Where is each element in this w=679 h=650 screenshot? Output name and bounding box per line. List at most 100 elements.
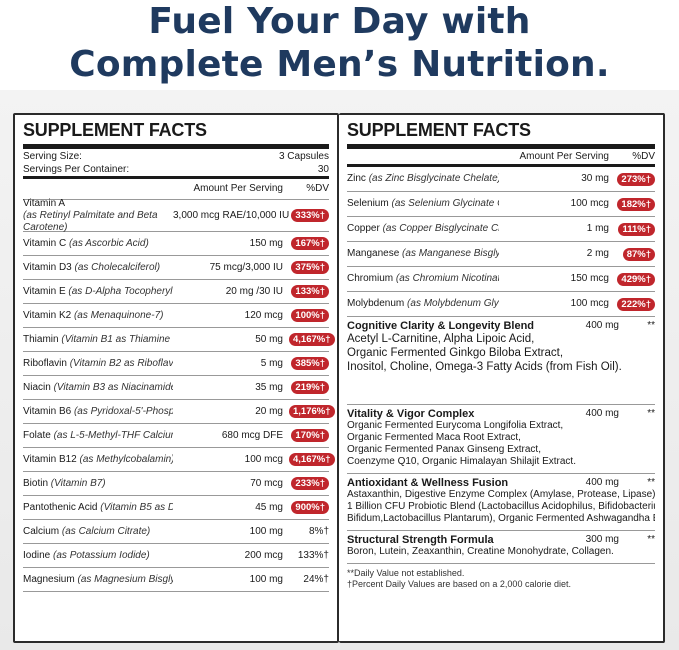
nutrient-name-cell: Iodine (as Potassium Iodide) bbox=[23, 550, 173, 562]
nutrient-dv-cell: 1,176%† bbox=[289, 405, 335, 418]
nutrient-amount: 20 mg /30 IU bbox=[225, 285, 283, 297]
nutrient-row: Vitamin C (as Ascorbic Acid) 150 mg 167%† bbox=[23, 232, 329, 256]
dv-badge: 385%† bbox=[291, 357, 329, 370]
nutrient-row: Vitamin E (as D-Alpha Tocopheryl Acetate… bbox=[23, 280, 329, 304]
nutrient-source: (Vitamin B3 as Niacinamide) bbox=[53, 381, 173, 393]
nutrient-source: (Vitamin B5 as D-Calcium Pantothenate) bbox=[100, 501, 173, 513]
nutrient-name: Vitamin B12 bbox=[23, 453, 77, 465]
nutrient-amount: 100 mcg bbox=[570, 198, 609, 209]
dv-badge: 1,176%† bbox=[289, 405, 335, 418]
nutrient-amount: 100 mcg bbox=[244, 453, 283, 465]
nutrient-source: (as Cholecalciferol) bbox=[74, 261, 161, 273]
blend-name: Antioxidant & Wellness Fusion bbox=[347, 477, 509, 489]
nutrient-dv-cell: 133%† bbox=[289, 550, 329, 562]
blend-dv: ** bbox=[647, 408, 655, 419]
nutrient-row: Copper (as Copper Bisglycinate Chelate) 1… bbox=[347, 217, 655, 242]
nutrient-row: Magnesium (as Magnesium Bisglycinate Che… bbox=[23, 568, 329, 592]
nutrient-name-cell: Calcium (as Calcium Citrate) bbox=[23, 526, 173, 538]
amount-header: Amount Per Serving bbox=[519, 150, 610, 162]
nutrient-name-cell: Zinc (as Zinc Bisglycinate Chelate) bbox=[347, 173, 499, 185]
nutrient-dv-cell: 333%† bbox=[289, 209, 329, 222]
nutrient-row: Selenium (as Selenium Glycinate Complex)… bbox=[347, 192, 655, 217]
blend-amount: 400 mg bbox=[585, 477, 619, 488]
servings-label: Servings Per Container: bbox=[23, 163, 130, 175]
blend-ingredients-line: Acetyl L-Carnitine, Alpha Lipoic Acid, bbox=[347, 333, 535, 345]
nutrient-name: Folate bbox=[23, 429, 51, 441]
nutrient-dv-cell: 385%† bbox=[289, 357, 329, 370]
blend-amount: 400 mg bbox=[585, 320, 619, 331]
dv-badge: 111%† bbox=[618, 222, 655, 236]
dv-badge: 100%† bbox=[291, 309, 329, 322]
nutrient-amount: 35 mg bbox=[255, 381, 283, 393]
nutrient-dv-cell: 100%† bbox=[289, 309, 329, 322]
nutrient-amount: 100 mcg bbox=[570, 298, 609, 309]
blend-header: Vitality & Vigor Complex 400 mg ** bbox=[347, 408, 655, 420]
blend-header: Cognitive Clarity & Longevity Blend 400 m… bbox=[347, 320, 655, 332]
dv-badge: 167%† bbox=[291, 237, 329, 250]
supplement-facts-panel-right: SUPPLEMENT FACTS Amount Per Serving %DV … bbox=[339, 113, 665, 643]
dv-badge: 333%† bbox=[291, 209, 329, 222]
nutrient-row: Zinc (as Zinc Bisglycinate Chelate) 30 mg… bbox=[347, 167, 655, 192]
blend-ingredients-line: Organic Fermented Ginkgo Biloba Extract, bbox=[347, 347, 564, 359]
nutrient-name-cell: Chromium (as Chromium Nicotinate Glycina… bbox=[347, 273, 499, 285]
nutrient-dv-cell: 8%† bbox=[289, 526, 329, 538]
nutrient-name-cell: Riboflavin (Vitamin B2 as Riboflavin-5'-… bbox=[23, 358, 173, 370]
nutrient-row: Manganese (as Manganese Bisglycinate Che… bbox=[347, 242, 655, 267]
dv-badge: 4,167%† bbox=[289, 333, 335, 346]
nutrient-row: Niacin (Vitamin B3 as Niacinamide) 35 mg 2… bbox=[23, 376, 329, 400]
nutrient-source: (as Magnesium Bisglycinate Chelate) bbox=[77, 573, 173, 585]
column-header-row: Amount Per Serving %DV bbox=[23, 179, 329, 200]
nutrient-source: (as Chromium Nicotinate Glycinate Chelat… bbox=[395, 273, 499, 284]
nutrient-amount: 680 mcg DFE bbox=[221, 429, 283, 441]
nutrient-amount: 100 mg bbox=[249, 573, 283, 585]
blend-ingredients-line: Bifidum,Lactobacillus Plantarum), Organi… bbox=[347, 513, 655, 524]
dv-badge: 182%† bbox=[617, 197, 655, 211]
blend-header: Antioxidant & Wellness Fusion 400 mg ** bbox=[347, 477, 655, 489]
blend-name: Structural Strength Formula bbox=[347, 534, 494, 546]
serving-size-label: Serving Size: bbox=[23, 151, 82, 162]
footnotes: **Daily Value not established. †Percent … bbox=[347, 564, 655, 590]
nutrient-name: Molybdenum bbox=[347, 298, 405, 309]
nutrient-dv-cell: 273%† bbox=[615, 172, 655, 186]
nutrient-amount: 2 mg bbox=[586, 248, 609, 259]
nutrient-amount: 150 mg bbox=[249, 237, 283, 249]
headline-line-2: Complete Men’s Nutrition. bbox=[69, 44, 610, 85]
amount-header: Amount Per Serving bbox=[193, 183, 284, 194]
dv-badge: 900%† bbox=[291, 501, 329, 514]
nutrient-name-cell: Molybdenum (as Molybdenum Glycinate Chel… bbox=[347, 298, 499, 310]
blend-list: Cognitive Clarity & Longevity Blend 400 m… bbox=[347, 317, 655, 564]
serving-size-row: Serving Size: 3 Capsules bbox=[23, 151, 329, 163]
nutrient-row: Vitamin B6 (as Pyridoxal-5'-Phosphate) 20… bbox=[23, 400, 335, 424]
nutrient-amount: 50 mg bbox=[255, 333, 283, 345]
nutrient-dv-cell: 375%† bbox=[289, 261, 329, 274]
blend-dv: ** bbox=[647, 534, 655, 545]
nutrient-source: (as Ascorbic Acid) bbox=[68, 237, 149, 249]
dv-badge: 133%† bbox=[291, 285, 329, 298]
nutrient-name: Vitamin B6 bbox=[23, 405, 72, 417]
nutrient-name: Copper bbox=[347, 223, 380, 234]
nutrient-source: (as Calcium Citrate) bbox=[61, 525, 151, 537]
nutrient-name-cell: Magnesium (as Magnesium Bisglycinate Che… bbox=[23, 574, 173, 586]
nutrient-name-cell: Vitamin K2 (as Menaquinone-7) bbox=[23, 310, 173, 322]
nutrient-name: Vitamin E bbox=[23, 285, 66, 297]
nutrient-name-cell: Copper (as Copper Bisglycinate Chelate) bbox=[347, 223, 499, 235]
panel-title: SUPPLEMENT FACTS bbox=[23, 119, 329, 149]
footnote-percent-dv: †Percent Daily Values are based on a 2,0… bbox=[347, 579, 571, 589]
blend-ingredients-line: Organic Fermented Eurycoma Longifolia Ex… bbox=[347, 420, 564, 431]
nutrient-row: Folate (as L-5-Methyl-THF Calcium) 680 mc… bbox=[23, 424, 329, 448]
nutrient-name: Magnesium bbox=[23, 573, 75, 585]
nutrient-name-cell: Vitamin B6 (as Pyridoxal-5'-Phosphate) bbox=[23, 406, 173, 418]
nutrient-source: (as Pyridoxal-5'-Phosphate) bbox=[73, 405, 173, 417]
blend-ingredients-line: 1 Billion CFU Probiotic Blend (Lactobaci… bbox=[347, 501, 655, 512]
nutrient-name: Pantothenic Acid bbox=[23, 501, 98, 513]
nutrient-source: (as Potassium Iodide) bbox=[53, 549, 150, 561]
dv-badge: 87%† bbox=[622, 247, 655, 261]
nutrient-dv-cell: 182%† bbox=[615, 197, 655, 211]
nutrient-name: Vitamin D3 bbox=[23, 261, 72, 273]
nutrient-dv-cell: 900%† bbox=[289, 501, 329, 514]
nutrient-name: Vitamin C bbox=[23, 237, 67, 249]
nutrient-source: (as Menaquinone-7) bbox=[73, 309, 164, 321]
headline-line-1: Fuel Your Day with bbox=[148, 1, 531, 42]
nutrient-row: Molybdenum (as Molybdenum Glycinate Chel… bbox=[347, 292, 655, 317]
nutrient-name: Iodine bbox=[23, 549, 51, 561]
